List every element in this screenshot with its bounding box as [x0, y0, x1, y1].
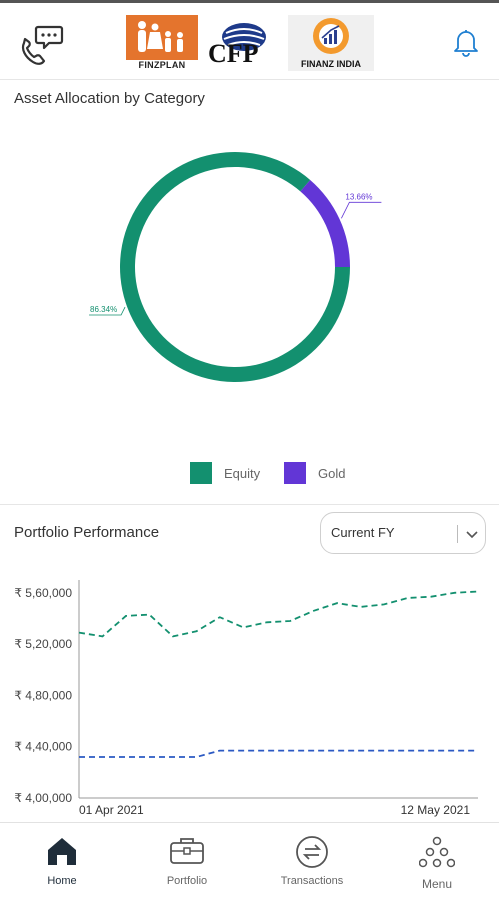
phone-chat-icon [21, 25, 64, 65]
finanz-india-logo: FINANZ INDIA [288, 15, 374, 71]
nav-home[interactable]: Home [12, 823, 112, 900]
family-figures-icon [138, 21, 183, 52]
home-icon [48, 838, 76, 865]
select-separator [457, 525, 458, 543]
allocation-donut-chart: 13.66% 86.34% [89, 151, 382, 382]
nav-home-label: Home [47, 875, 77, 887]
performance-title: Portfolio Performance [14, 524, 160, 541]
equity-leader-line [89, 306, 126, 316]
cfp-logo: CFP [204, 15, 280, 71]
cfp-logo-text: CFP [208, 39, 259, 68]
legend-swatch-gold [284, 462, 306, 484]
period-select-value: Current FY [331, 525, 395, 540]
finzplan-logo-text: FINZPLAN [126, 60, 198, 71]
y-tick-label: ₹ 4,80,000 [14, 688, 72, 702]
bottom-navigation: Home Portfolio Transactions Menu [0, 822, 499, 900]
gold-leader-line [341, 201, 382, 219]
nav-transactions-label: Transactions [280, 875, 344, 887]
period-select[interactable]: Current FY [320, 512, 486, 554]
y-tick-label: ₹ 5,60,000 [14, 586, 72, 600]
legend-item-gold[interactable]: Gold [284, 462, 345, 484]
y-tick-label: ₹ 4,40,000 [14, 740, 72, 754]
finanz-india-logo-text: FINANZ INDIA [301, 59, 361, 69]
briefcase-icon [170, 838, 204, 864]
cfp-globe-mark [222, 23, 266, 51]
portfolio-value-line [78, 590, 479, 638]
exchange-arrows-icon [296, 836, 328, 868]
nav-menu[interactable]: Menu [387, 823, 487, 900]
legend-label-gold: Gold [318, 465, 346, 481]
legend-item-equity[interactable]: Equity [190, 462, 260, 484]
nav-portfolio[interactable]: Portfolio [137, 823, 237, 900]
portfolio-performance-chart: ₹ 4,00,000 ₹ 4,40,000 ₹ 4,80,000 ₹ 5,20,000… [14, 580, 479, 817]
chevron-down-icon [466, 531, 478, 539]
finanz-growth-mark [313, 18, 349, 54]
legend-swatch-equity [190, 462, 212, 484]
section-divider [0, 504, 499, 505]
bell-icon [454, 30, 478, 57]
contact-support-button[interactable] [16, 21, 64, 67]
legend-label-equity: Equity [224, 465, 261, 481]
equity-data-label: 86.34% [90, 305, 117, 314]
y-tick-label: ₹ 4,00,000 [14, 791, 72, 805]
nav-transactions[interactable]: Transactions [262, 823, 362, 900]
notifications-button[interactable] [452, 27, 480, 57]
allocation-title: Asset Allocation by Category [14, 90, 205, 107]
y-tick-label: ₹ 5,20,000 [14, 637, 72, 651]
invested-amount-line [79, 749, 478, 758]
app-header: FINZPLAN CFP FINANZ INDIA [0, 3, 499, 80]
gold-data-label: 13.66% [345, 192, 372, 201]
top-edge-line [0, 0, 499, 3]
finzplan-logo: FINZPLAN [126, 15, 198, 71]
menu-dots-icon [419, 836, 455, 868]
nav-portfolio-label: Portfolio [166, 875, 208, 887]
x-tick-label-start: 01 Apr 2021 [79, 803, 144, 817]
x-tick-label-end: 12 May 2021 [401, 803, 471, 817]
donut-slice-gold[interactable] [300, 179, 350, 267]
nav-menu-label: Menu [421, 877, 453, 891]
